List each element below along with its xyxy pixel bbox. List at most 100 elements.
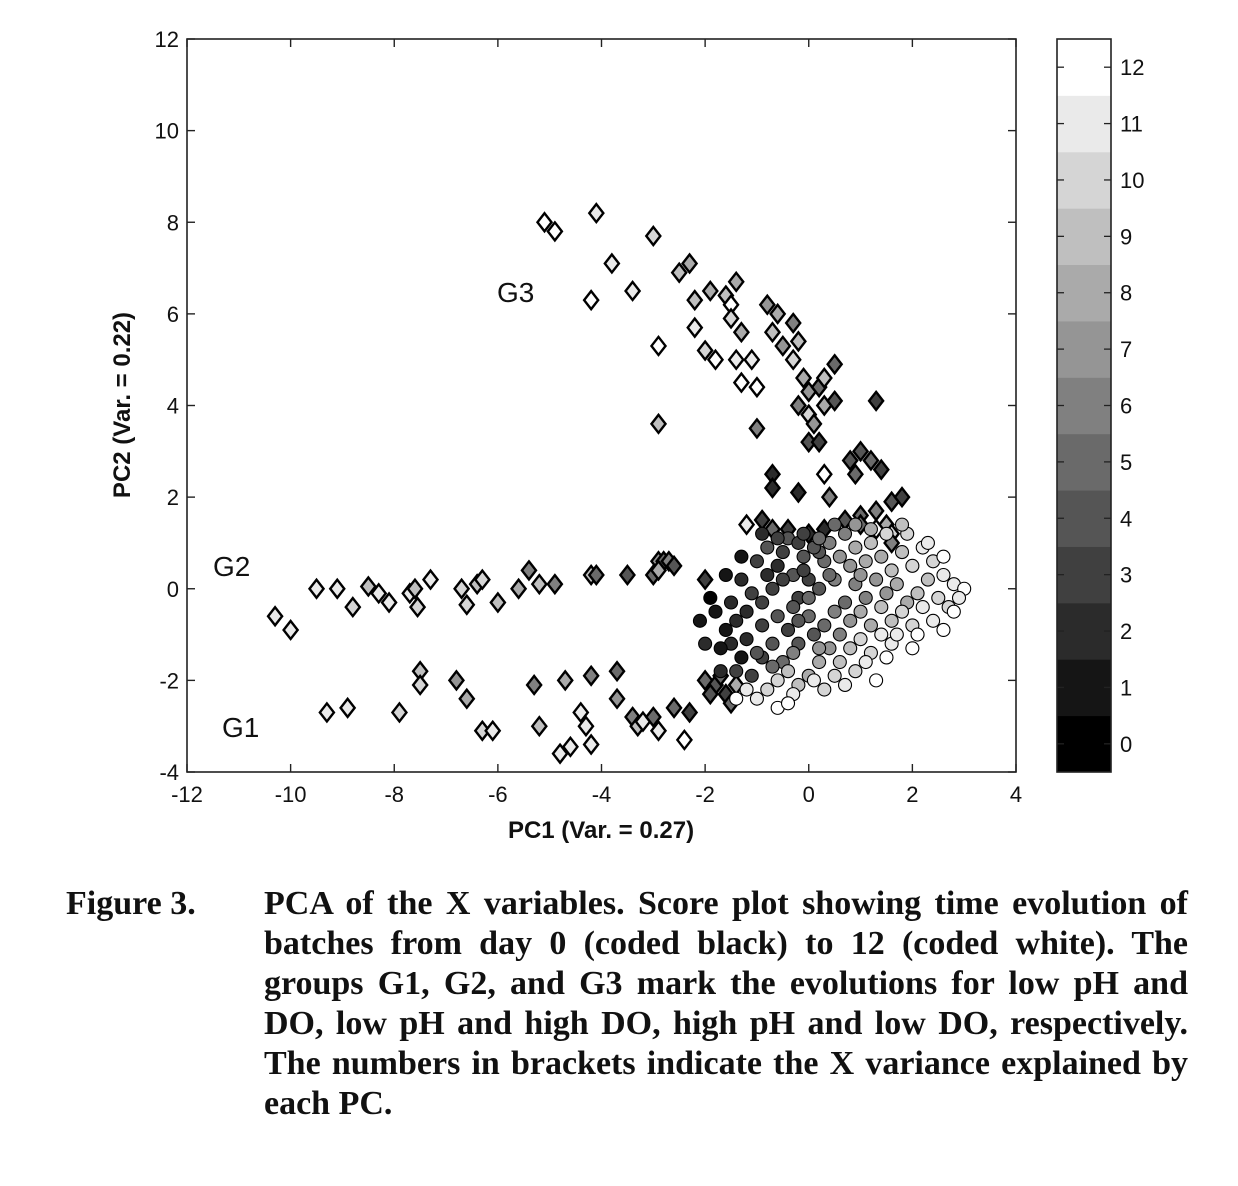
colorbar-segment — [1057, 39, 1111, 96]
score-point-circle — [780, 696, 796, 711]
score-point-circle — [889, 577, 904, 592]
y-tick-label: 2 — [167, 485, 179, 510]
score-point-diamond — [339, 696, 357, 719]
score-point-circle — [765, 636, 780, 651]
score-point-circle — [874, 600, 889, 615]
score-point-circle — [863, 618, 878, 633]
figure-caption-text: PCA of the X variables. Score plot showi… — [264, 885, 1188, 1122]
score-point-circle — [734, 572, 749, 587]
y-axis-title: PC2 (Var. = 0.22) — [109, 312, 136, 498]
score-point-circle — [765, 659, 780, 674]
colorbar-tick-label: 6 — [1120, 394, 1132, 419]
score-point-diamond — [644, 225, 662, 247]
score-point-diamond — [841, 449, 859, 472]
score-point-diamond — [453, 577, 471, 600]
score-point-circle — [843, 558, 858, 573]
score-point-circle — [729, 613, 744, 628]
score-point-diamond — [769, 302, 787, 325]
score-point-diamond — [380, 591, 398, 614]
y-tick-label: 0 — [167, 577, 179, 602]
score-point-diamond — [282, 619, 300, 641]
score-point-circle — [822, 567, 837, 583]
colorbar-segment — [1057, 151, 1111, 209]
score-point-diamond — [603, 252, 621, 275]
score-point-circle — [837, 595, 853, 610]
y-tick-labels: -4 -2 0 2 4 6 8 10 12 — [155, 27, 179, 785]
score-point-diamond — [266, 605, 284, 628]
colorbar-tick-label: 5 — [1120, 450, 1132, 475]
colorbar-tick-label: 7 — [1120, 337, 1132, 362]
score-point-circle — [749, 645, 764, 660]
colorbar-tick-label: 4 — [1120, 506, 1132, 531]
score-point-diamond — [458, 593, 476, 616]
x-axis-title: PC1 (Var. = 0.27) — [508, 817, 694, 844]
score-point-circle — [879, 586, 894, 601]
colorbar-segment — [1057, 95, 1111, 153]
score-point-circle — [692, 613, 707, 628]
score-point-circle — [806, 627, 821, 642]
score-point-diamond — [649, 412, 668, 435]
score-point-circle — [869, 572, 884, 587]
score-point-circle — [749, 691, 764, 706]
score-point-circle — [780, 664, 796, 679]
score-point-circle — [796, 526, 811, 541]
score-point-diamond — [582, 664, 600, 687]
score-point-diamond — [608, 687, 626, 710]
score-point-diamond — [530, 715, 548, 738]
score-point-circle — [874, 627, 889, 642]
score-point-circle — [739, 682, 754, 697]
colorbar-segment — [1057, 546, 1111, 604]
score-point-circle — [894, 545, 910, 560]
colorbar-segment — [1057, 433, 1111, 491]
score-point-circle — [879, 526, 894, 541]
x-tick-label: -8 — [384, 782, 404, 807]
score-point-diamond — [815, 463, 833, 486]
score-point-circle — [894, 604, 910, 619]
score-point-circle — [889, 627, 904, 642]
score-point-circle — [910, 627, 925, 642]
score-point-circle — [827, 517, 842, 532]
score-point-circle — [760, 682, 775, 697]
score-point-circle — [853, 567, 868, 583]
colorbar-segment — [1057, 715, 1111, 773]
score-point-circle — [879, 650, 894, 665]
colorbar-tick-label: 12 — [1120, 55, 1144, 80]
score-point-circle — [837, 526, 853, 541]
score-point-circle — [770, 609, 785, 624]
score-point-circle — [832, 549, 847, 564]
score-point-diamond — [862, 449, 880, 472]
score-point-diamond — [681, 701, 699, 724]
score-point-circle — [827, 668, 842, 683]
score-point-circle — [786, 645, 801, 660]
score-point-circle — [863, 522, 878, 537]
score-point-circle — [791, 613, 806, 628]
group-label-g3: G3 — [497, 277, 534, 308]
score-point-circle — [755, 526, 770, 541]
score-point-circle — [739, 604, 754, 619]
score-point-circle — [951, 590, 967, 605]
score-point-circle — [946, 604, 961, 619]
score-point-circle — [796, 563, 811, 578]
score-point-diamond — [649, 559, 668, 582]
score-point-circle — [812, 641, 827, 656]
score-point-circle — [739, 632, 754, 647]
score-point-circle — [858, 590, 873, 605]
score-point-circle — [718, 567, 733, 583]
score-point-diamond — [406, 577, 424, 600]
x-tick-label: -2 — [695, 782, 715, 807]
x-tick-label: -12 — [171, 782, 203, 807]
score-point-circle — [775, 545, 790, 560]
score-point-diamond — [696, 568, 714, 591]
score-point-diamond — [530, 573, 548, 596]
score-point-circle — [806, 673, 821, 688]
score-point-diamond — [421, 568, 440, 591]
x-tick-label: -4 — [592, 782, 612, 807]
score-point-circle — [853, 632, 868, 647]
score-point-circle — [905, 641, 920, 656]
score-point-circle — [698, 636, 713, 651]
score-point-circle — [874, 549, 889, 564]
x-tick-label: -6 — [488, 782, 508, 807]
data-points — [266, 202, 972, 765]
